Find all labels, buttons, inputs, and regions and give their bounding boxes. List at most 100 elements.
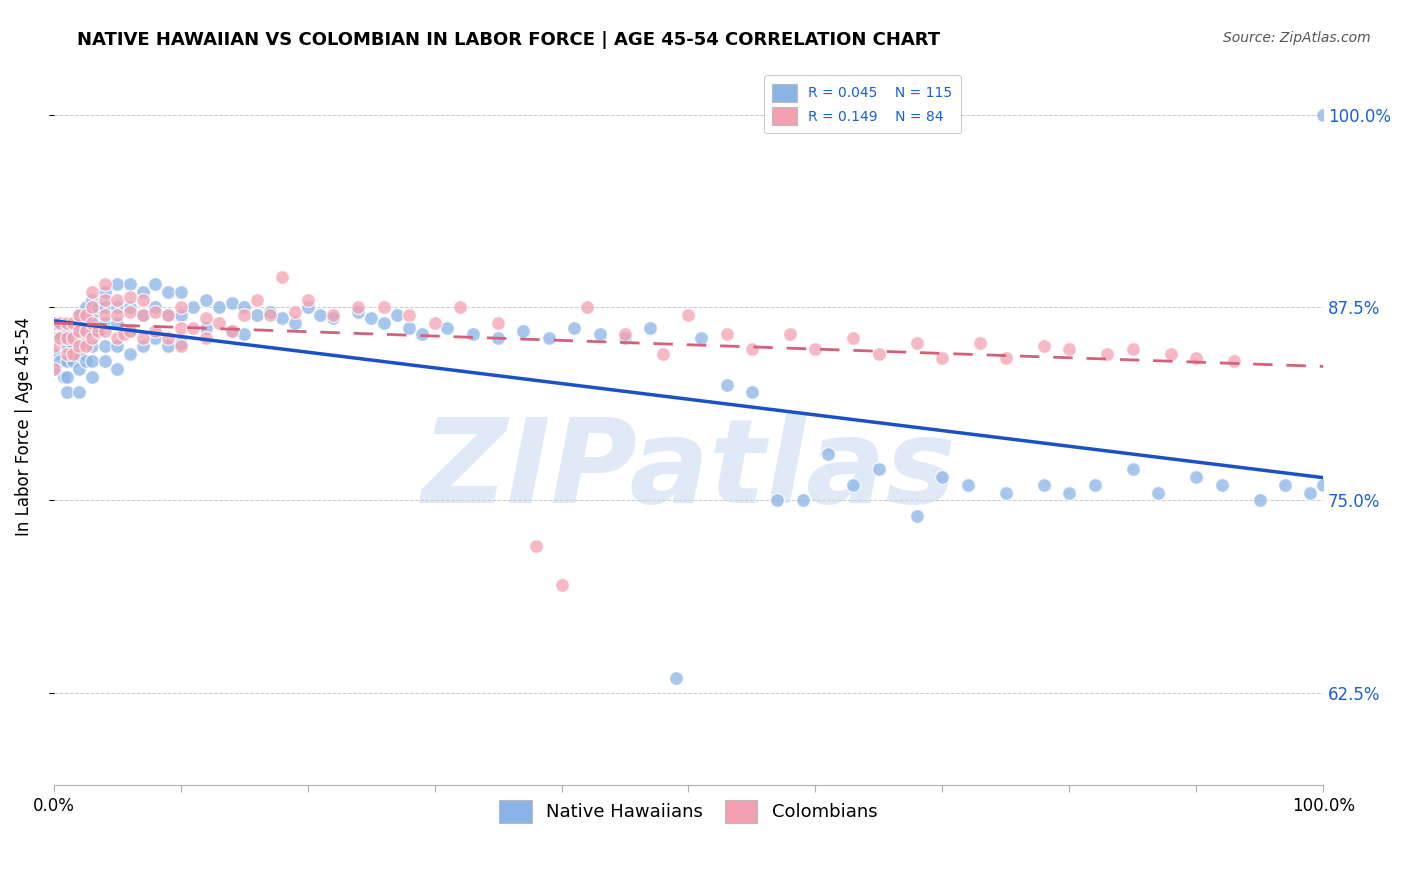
Point [80, 354, 103, 368]
Point [423, 316, 446, 330]
Point [347, 305, 370, 319]
Point [53, 370, 76, 384]
Point [105, 362, 128, 376]
Point [75, 308, 97, 322]
Point [145, 331, 167, 345]
Point [550, 578, 572, 592]
Point [62, 316, 84, 330]
Point [67, 339, 90, 353]
Point [105, 301, 128, 315]
Point [969, 335, 991, 350]
Point [62, 347, 84, 361]
Point [105, 316, 128, 330]
Point [461, 326, 484, 341]
Point [817, 447, 839, 461]
Point [373, 301, 395, 315]
Point [49, 354, 72, 368]
Point [55, 331, 77, 345]
Point [956, 478, 979, 492]
Point [145, 305, 167, 319]
Point [309, 308, 332, 322]
Point [42, 362, 65, 376]
Point [62, 339, 84, 353]
Point [75, 316, 97, 330]
Point [1160, 347, 1182, 361]
Point [80, 370, 103, 384]
Point [87, 301, 110, 315]
Point [208, 301, 231, 315]
Point [842, 331, 865, 345]
Point [271, 311, 294, 326]
Point [842, 478, 865, 492]
Point [80, 324, 103, 338]
Point [93, 324, 115, 338]
Point [145, 277, 167, 292]
Point [105, 293, 128, 307]
Point [411, 326, 433, 341]
Point [524, 540, 547, 554]
Point [195, 311, 218, 326]
Point [118, 324, 141, 338]
Point [55, 316, 77, 330]
Point [55, 331, 77, 345]
Point [562, 320, 585, 334]
Point [1032, 339, 1054, 353]
Point [67, 324, 90, 338]
Point [931, 351, 953, 366]
Point [75, 354, 97, 368]
Point [105, 331, 128, 345]
Point [87, 324, 110, 338]
Point [87, 324, 110, 338]
Point [931, 470, 953, 484]
Point [170, 320, 193, 334]
Point [792, 493, 814, 508]
Point [1249, 493, 1271, 508]
Point [741, 385, 763, 400]
Point [1097, 347, 1119, 361]
Point [67, 339, 90, 353]
Point [42, 316, 65, 330]
Point [67, 347, 90, 361]
Point [233, 301, 256, 315]
Point [436, 320, 458, 334]
Point [67, 362, 90, 376]
Point [614, 331, 637, 345]
Point [766, 493, 789, 508]
Point [67, 324, 90, 338]
Point [297, 301, 319, 315]
Point [449, 301, 471, 315]
Point [385, 308, 408, 322]
Point [105, 339, 128, 353]
Y-axis label: In Labor Force | Age 45-54: In Labor Force | Age 45-54 [15, 318, 32, 536]
Point [652, 347, 675, 361]
Point [297, 293, 319, 307]
Point [80, 331, 103, 345]
Point [131, 331, 153, 345]
Point [221, 296, 243, 310]
Point [868, 462, 890, 476]
Point [1122, 342, 1144, 356]
Point [170, 285, 193, 299]
Point [62, 347, 84, 361]
Point [804, 342, 827, 356]
Point [1084, 478, 1107, 492]
Point [157, 308, 180, 322]
Point [994, 351, 1017, 366]
Point [1185, 351, 1208, 366]
Point [118, 301, 141, 315]
Point [131, 293, 153, 307]
Point [284, 305, 307, 319]
Point [905, 335, 928, 350]
Point [93, 339, 115, 353]
Point [118, 277, 141, 292]
Point [1312, 478, 1334, 492]
Point [259, 308, 281, 322]
Point [195, 293, 218, 307]
Point [49, 331, 72, 345]
Point [994, 485, 1017, 500]
Point [93, 354, 115, 368]
Point [80, 293, 103, 307]
Point [131, 285, 153, 299]
Point [118, 305, 141, 319]
Point [93, 316, 115, 330]
